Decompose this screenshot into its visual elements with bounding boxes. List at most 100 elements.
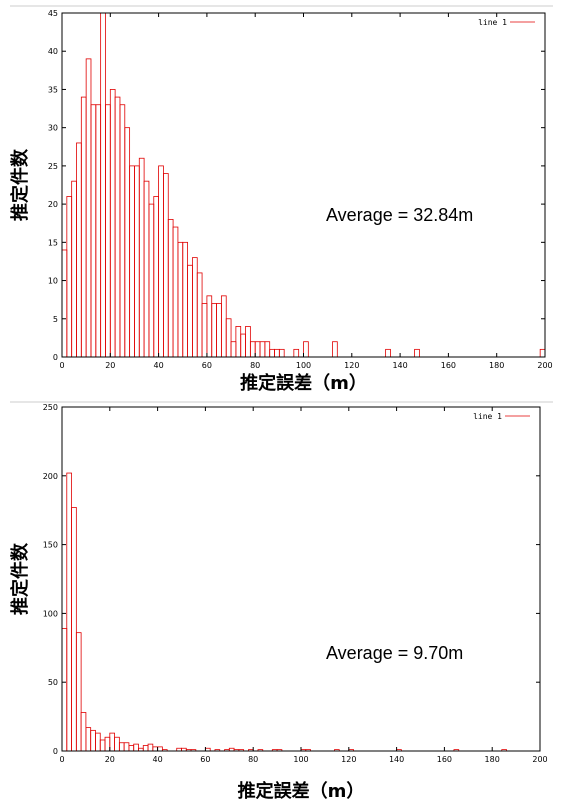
y-axis-title: 推定件数	[9, 542, 31, 615]
x-tick-label: 20	[105, 755, 115, 764]
histogram-bar	[274, 348, 280, 358]
histogram-bar	[216, 303, 222, 358]
histogram-bar	[90, 729, 96, 752]
legend-label: line 1	[478, 18, 507, 27]
histogram-bar	[167, 218, 174, 358]
histogram-bar	[85, 58, 92, 358]
histogram-bar	[71, 507, 77, 752]
histogram-bar	[414, 348, 420, 358]
x-tick-label: 120	[344, 361, 359, 370]
histogram-bar	[152, 746, 159, 752]
histogram-bar	[90, 104, 97, 358]
histogram-bar	[133, 743, 139, 752]
histogram-bar	[66, 196, 73, 358]
histogram-bar	[249, 341, 256, 358]
histogram-bar	[278, 348, 285, 358]
histogram-bar	[539, 348, 546, 358]
histogram-bar	[124, 127, 131, 358]
histogram-bar	[142, 745, 149, 752]
x-tick-label: 100	[296, 361, 311, 370]
histogram-bar	[129, 165, 135, 358]
histogram-bar	[230, 341, 237, 358]
histogram-bar	[211, 303, 217, 358]
histogram-bar	[196, 272, 203, 358]
histogram-bar	[95, 104, 102, 358]
x-tick-label: 180	[489, 361, 504, 370]
legend-label: line 1	[473, 412, 502, 421]
x-tick-label: 200	[537, 361, 552, 370]
plot-frame	[61, 406, 541, 752]
average-annotation: Average = 32.84m	[326, 205, 473, 225]
histogram-bar	[225, 318, 232, 358]
y-tick-label: 10	[48, 277, 58, 286]
y-tick-label: 25	[48, 162, 58, 171]
histogram-panel-average-32-84: 0 20 40 60 80 100 120 140 160 180 200 0 5 10 15 20 25 30 3…	[0, 0, 563, 400]
x-tick-label: 120	[341, 755, 356, 764]
histogram-bar	[76, 142, 82, 358]
histogram-bar	[128, 745, 135, 752]
histogram-bar	[172, 226, 179, 358]
x-tick-label: 180	[485, 755, 500, 764]
x-tick-label: 160	[437, 755, 452, 764]
histogram-bar	[114, 736, 120, 752]
x-axis-title: 推定誤差（m）	[240, 372, 367, 394]
histogram-bar	[114, 96, 121, 358]
y-tick-label: 0	[53, 353, 58, 362]
histogram-bar	[259, 341, 266, 358]
y-tick-label: 200	[43, 472, 58, 481]
histogram-bar	[143, 180, 150, 358]
histogram-bar	[245, 326, 251, 358]
y-tick-label: 50	[48, 678, 58, 687]
x-tick-label: 40	[154, 361, 164, 370]
y-axis-title: 推定件数	[9, 148, 31, 221]
histogram-bar	[177, 241, 184, 358]
y-tick-label: 15	[48, 238, 58, 247]
histogram-bar	[254, 341, 261, 358]
histogram-bar	[123, 742, 130, 752]
x-tick-label: 100	[293, 755, 308, 764]
histogram-bar	[66, 472, 72, 752]
y-tick-label: 100	[43, 609, 58, 618]
histogram-bar	[80, 712, 87, 752]
y-tick-label: 0	[53, 747, 58, 756]
histogram-bar	[75, 632, 82, 752]
x-tick-label: 60	[202, 361, 212, 370]
histogram-bar	[220, 295, 227, 358]
histogram-bar	[80, 96, 87, 358]
histogram-bar	[201, 303, 208, 358]
x-axis-title: 推定誤差（m）	[238, 780, 365, 802]
histogram-bar	[158, 165, 164, 358]
x-tick-label: 160	[441, 361, 456, 370]
x-tick-label: 20	[105, 361, 115, 370]
histogram-bar	[71, 180, 77, 358]
histogram-bar	[153, 196, 160, 358]
x-tick-label: 200	[532, 755, 547, 764]
histogram-bar	[264, 341, 271, 358]
histogram-bar	[303, 341, 309, 358]
histogram-bar	[105, 104, 111, 358]
histogram-bar	[100, 12, 106, 358]
histogram-bar	[61, 249, 68, 358]
histogram-bar	[109, 732, 115, 752]
histogram-bar	[118, 742, 125, 752]
histogram-bar	[235, 326, 242, 358]
x-tick-label: 0	[59, 361, 64, 370]
histogram-bar	[385, 348, 391, 358]
histogram-bar	[134, 165, 140, 358]
x-tick-label: 80	[250, 361, 260, 370]
x-tick-label: 140	[389, 755, 404, 764]
histogram-bar	[61, 628, 68, 752]
y-tick-label: 250	[43, 403, 58, 412]
histogram-bar	[147, 743, 154, 752]
average-annotation: Average = 9.70m	[326, 643, 463, 663]
y-tick-label: 40	[48, 47, 58, 56]
histogram-bar	[269, 348, 275, 358]
histogram-bar	[109, 89, 116, 358]
histogram-panel-average-9-70: 0 20 40 60 80 100 120 140 160 180 200 0 50 100 150 200 2…	[0, 400, 563, 802]
y-tick-label: 5	[53, 315, 58, 324]
y-tick-label: 150	[43, 541, 58, 550]
histogram-bar	[182, 241, 188, 358]
histogram-bar	[163, 173, 169, 358]
y-tick-label: 45	[48, 9, 58, 18]
histogram-bar	[157, 746, 163, 752]
